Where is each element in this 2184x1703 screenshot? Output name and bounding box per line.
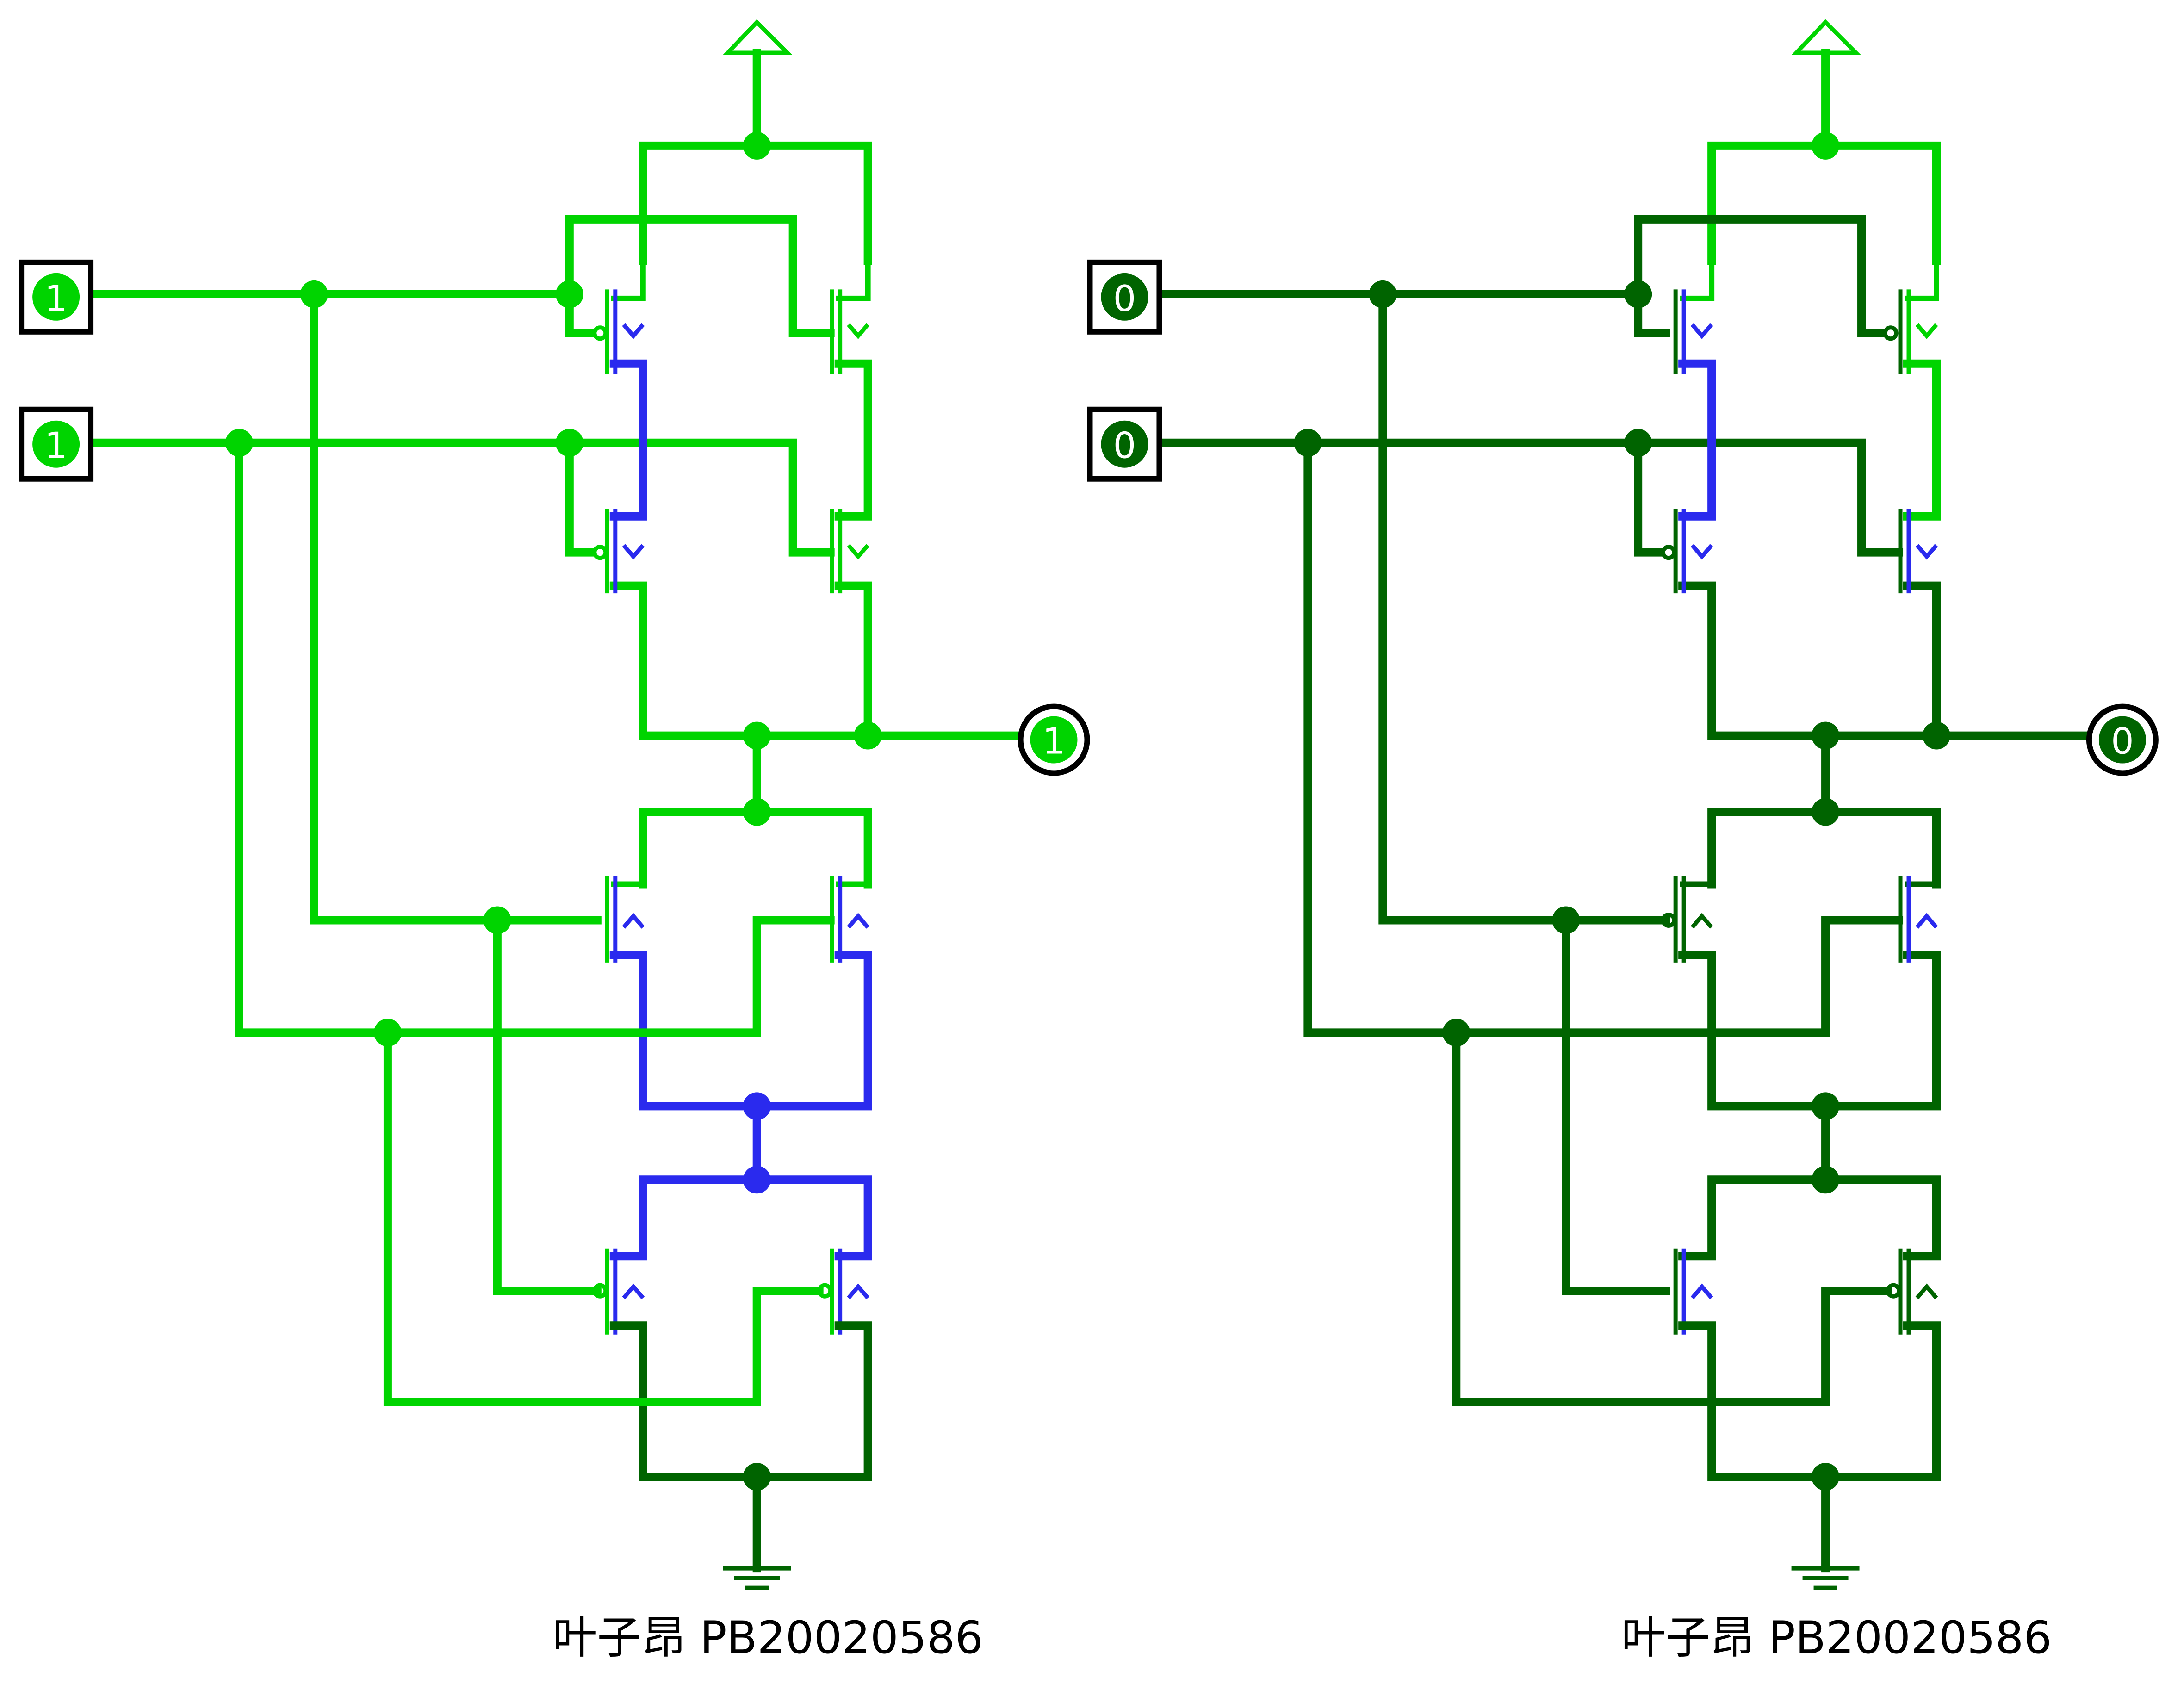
nmos-transistor-b2 [830,509,869,594]
junctions [225,131,882,1491]
junctions [1294,131,1950,1491]
input-a-route [493,916,602,1295]
nmos-transistor-a2 [830,289,869,374]
transistor-channel [834,581,872,740]
pmos-transistor-a4 [592,1248,645,1335]
input-pin-a-left-value: 1 [44,278,68,320]
vdd-rail [1707,141,1941,265]
input-pin-b-right-value: 0 [1113,425,1136,467]
transistor-channel [609,1175,872,1261]
gate-link [1634,438,1904,557]
input-b-route [1452,1028,1892,1406]
input-pin-a-right-value: 0 [1113,278,1136,320]
input-pin-b-left-value: 1 [44,425,68,467]
input-a-route [1562,916,1670,1295]
pmos-transistor-a1 [1673,289,1713,374]
nmos-transistor-a3 [605,876,645,963]
input-pin-a-left[interactable]: 1 [19,259,94,335]
transistor-channel [1678,359,1716,521]
transistor-channel [1680,258,1715,301]
pmos-transistor-b4 [1886,1248,1938,1335]
input-a-route [310,290,602,925]
output-pin-right-value: 0 [2111,721,2134,763]
transistor-channel [834,359,872,521]
vdd-rail [639,141,872,265]
pmos-transistor-b1 [1661,509,1713,594]
transistor-channel [1678,1175,1941,1261]
output-pin-right: 0 [2086,703,2159,776]
input-pin-b-left[interactable]: 1 [19,406,94,482]
input-pin-b-right[interactable]: 0 [1087,406,1162,482]
ground-symbol [1791,1566,1860,1590]
gate-link [565,438,602,557]
transistor-channel [609,581,872,740]
input-b-route [235,438,835,1037]
nmos-transistor-b3 [830,876,869,963]
input-b-route [383,1028,824,1406]
input-b-route [1303,438,1904,1037]
cmos-circuit-right [1155,19,2093,1590]
nmos-transistor-b3 [1898,876,1938,963]
cmos-circuit-left [87,19,1025,1590]
input-pin-a-right[interactable]: 0 [1087,259,1162,335]
output-pin-left-value: 1 [1042,721,1066,763]
nmos-transistor-b2 [1898,509,1938,594]
nmos-transistor-a3 [1661,876,1713,963]
transistor-channel [836,258,871,301]
transistor-channel [1905,258,1940,301]
transistor-channel [1678,581,1941,740]
pmos-transistor-b1 [592,509,645,594]
vdd-symbol [1791,19,1861,55]
output-pin-left: 1 [1018,703,1090,776]
transistor-channel [609,359,647,521]
input-a-route [1378,290,1670,925]
caption-right: 叶子昂 PB20020586 [1621,1612,2052,1664]
transistor-channel [1903,581,1941,740]
transistor-channel [1903,359,1941,521]
pmos-transistor-a4 [1673,1248,1713,1335]
transistor-channel [611,258,646,301]
gate-link [1634,215,1892,337]
ground-symbol [723,1566,791,1590]
pmos-transistor-a1 [592,289,645,374]
nmos-transistor-a2 [1883,289,1938,374]
gate-link [565,438,835,557]
caption-left: 叶子昂 PB20020586 [552,1612,983,1664]
pmos-transistor-b4 [817,1248,869,1335]
vdd-symbol [723,19,793,55]
gate-link [1634,438,1670,557]
gate-link [565,215,835,337]
